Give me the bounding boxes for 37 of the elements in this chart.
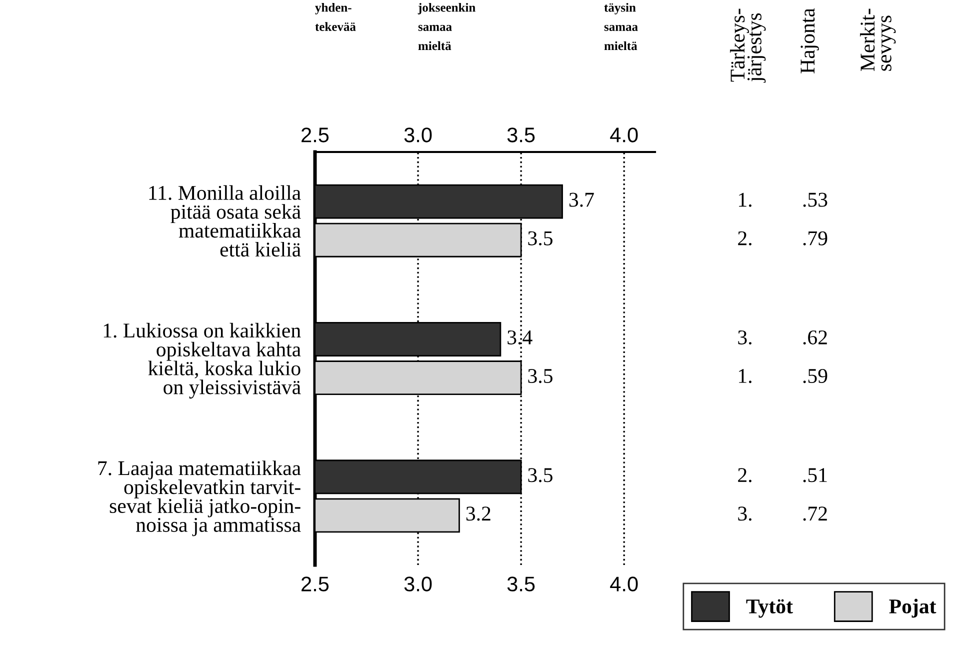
x-tick-label: 3.0	[404, 576, 432, 592]
text: .62	[803, 330, 827, 345]
text: .59	[803, 368, 828, 384]
y-tick-label: 1. Lukiossa on kaikkien opiskeltava kahta kieltä, koska lukio on yleissivistävä	[104, 322, 301, 399]
data-label: 3.7	[569, 192, 594, 207]
text: Hajonta	[800, 8, 819, 74]
text: .79	[803, 231, 828, 246]
text: 3.	[738, 506, 752, 521]
text: 1.	[739, 369, 752, 384]
text: jokseenkin samaa mieltä	[418, 3, 476, 50]
x2-tick-label: 3.0	[404, 128, 432, 142]
data-label: 3.2	[466, 506, 490, 521]
text: 3.	[738, 330, 752, 345]
text: yhden- tekevää	[315, 3, 356, 31]
text: Tärkeys- järjestys	[730, 8, 766, 83]
x2-tick-label: 2.5	[302, 128, 329, 142]
text: .53	[803, 192, 828, 207]
data-label: 3.5	[528, 368, 552, 384]
text: 1.	[739, 192, 752, 207]
x-tick-label: 3.5	[507, 576, 535, 592]
text: 2.	[738, 231, 752, 246]
y-tick-label: 7. Laajaa matematiikkaa opiskelevatkin tarvit- sevat kieliä jatko-opin- noissa ja ammatissa	[98, 460, 301, 536]
y-tick-label: 11. Monilla aloilla pitää osata sekä matematiikkaa että kieliä	[149, 185, 301, 257]
x2-tick-label: 3.5	[507, 128, 535, 142]
text: Merkit- sevyys	[860, 8, 896, 72]
data-label: 3.5	[528, 231, 552, 246]
text: täysin samaa mieltä	[604, 3, 638, 50]
legend-label: Tytöt	[746, 599, 793, 618]
data-label: 3.4	[508, 330, 532, 345]
text: 2.	[738, 468, 752, 482]
x-tick-label: 2.5	[302, 576, 329, 592]
text: .51	[803, 468, 827, 482]
x-tick-label: 4.0	[610, 576, 638, 592]
legend-label: Pojat	[889, 598, 936, 618]
text: .72	[803, 506, 827, 521]
data-label: 3.5	[528, 468, 552, 482]
x2-tick-label: 4.0	[610, 128, 638, 142]
